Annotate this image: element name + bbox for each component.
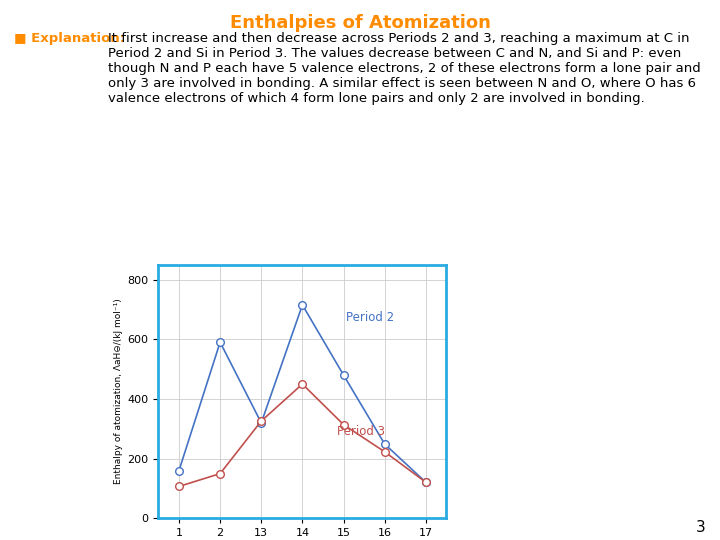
- Y-axis label: Enthalpy of atomization, ΛaH⊖/(kJ mol⁻¹): Enthalpy of atomization, ΛaH⊖/(kJ mol⁻¹): [114, 299, 123, 484]
- Text: 3: 3: [696, 519, 706, 535]
- Text: Enthalpies of Atomization: Enthalpies of Atomization: [230, 14, 490, 31]
- Text: It first increase and then decrease across Periods 2 and 3, reaching a maximum a: It first increase and then decrease acro…: [108, 32, 701, 105]
- Text: ■ Explanation:: ■ Explanation:: [14, 32, 125, 45]
- Text: Period 2: Period 2: [346, 312, 394, 325]
- Text: Period 3: Period 3: [338, 425, 385, 438]
